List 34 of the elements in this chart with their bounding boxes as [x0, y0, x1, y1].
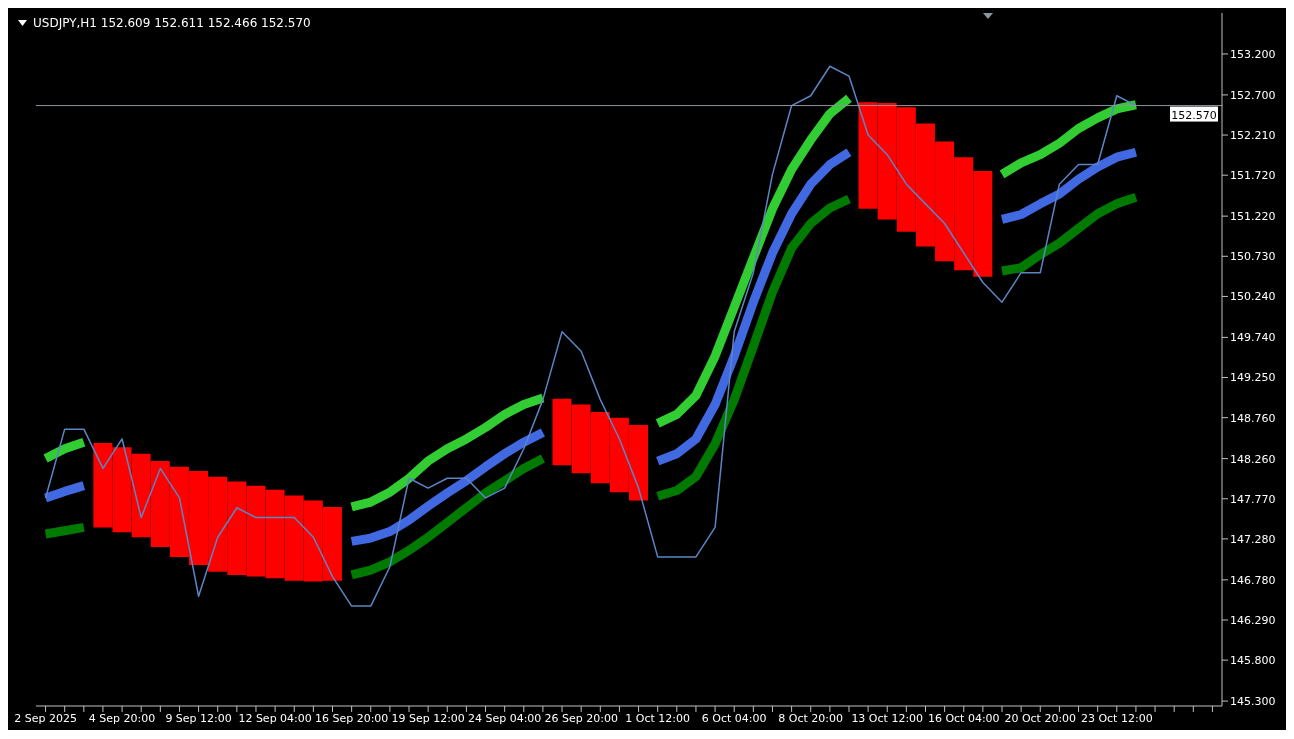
y-tick-label: 149.740 [1230, 331, 1276, 345]
x-tick-label: 9 Sep 12:00 [165, 711, 232, 725]
y-tick-label: 152.700 [1230, 88, 1276, 102]
y-tick-label: 146.780 [1230, 573, 1276, 587]
ref-line-label: 152.570 [1171, 108, 1217, 122]
x-tick-label: 12 Sep 04:00 [238, 711, 312, 725]
x-tick-label: 1 Oct 12:00 [625, 711, 691, 725]
y-tick-label: 148.760 [1230, 411, 1276, 425]
x-tick-label: 26 Sep 20:00 [544, 711, 618, 725]
y-tick-label: 148.260 [1230, 452, 1276, 466]
y-tick-label: 152.210 [1230, 128, 1276, 142]
x-tick-label: 24 Sep 04:00 [467, 711, 542, 725]
x-tick-label: 8 Oct 20:00 [778, 711, 844, 725]
y-tick-label: 150.240 [1230, 290, 1276, 304]
y-tick-label: 151.720 [1230, 169, 1276, 183]
x-tick-label: 16 Sep 20:00 [314, 711, 389, 725]
y-tick-label: 151.220 [1230, 210, 1276, 224]
x-tick-label: 23 Oct 12:00 [1080, 711, 1153, 725]
x-tick-label: 20 Oct 20:00 [1004, 711, 1077, 725]
y-tick-label: 145.800 [1230, 654, 1276, 668]
y-tick-label: 149.250 [1230, 371, 1276, 385]
chart-title: USDJPY,H1 152.609 152.611 152.466 152.570 [33, 16, 311, 30]
x-tick-label: 2 Sep 2025 [14, 711, 77, 725]
y-tick-label: 146.290 [1230, 613, 1276, 627]
y-tick-label: 153.200 [1230, 47, 1276, 61]
y-tick-label: 147.770 [1230, 492, 1276, 506]
y-tick-label: 145.300 [1230, 694, 1276, 708]
x-tick-label: 19 Sep 12:00 [391, 711, 465, 725]
x-tick-label: 16 Oct 04:00 [927, 711, 1000, 725]
x-tick-label: 13 Oct 12:00 [851, 711, 924, 725]
y-tick-label: 147.280 [1230, 532, 1276, 546]
y-tick-label: 150.730 [1230, 250, 1276, 264]
x-tick-label: 4 Sep 20:00 [88, 711, 156, 725]
x-tick-label: 6 Oct 04:00 [701, 711, 767, 725]
